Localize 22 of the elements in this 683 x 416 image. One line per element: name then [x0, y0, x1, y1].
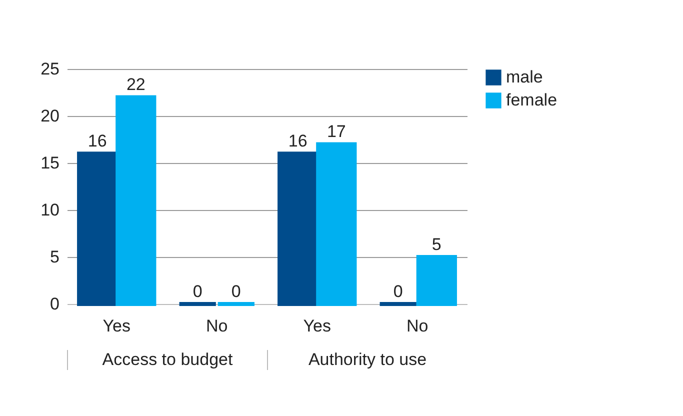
x-tick-label: No [406, 316, 428, 336]
data-label: 0 [231, 282, 241, 301]
legend-label: female [506, 90, 558, 110]
data-label: 0 [393, 282, 403, 301]
data-label: 22 [126, 75, 146, 94]
y-tick-label: 15 [40, 154, 60, 172]
data-label: 5 [432, 235, 442, 254]
legend-label: male [506, 68, 543, 86]
x-tick-label: Yes [102, 316, 130, 336]
y-tick-label: 5 [50, 248, 60, 266]
y-tick-label: 25 [40, 60, 60, 78]
y-tick-label: 20 [40, 106, 60, 126]
data-label: 17 [326, 122, 346, 142]
x-tick-label: Yes [303, 316, 331, 336]
data-label: 16 [88, 132, 107, 151]
x-tick-label: No [206, 316, 228, 336]
y-tick-label: 0 [50, 294, 60, 314]
data-label: 16 [288, 132, 308, 151]
y-tick-label: 10 [40, 200, 60, 220]
text: Authority to use [267, 350, 467, 370]
data-label: 0 [192, 282, 202, 301]
text: Access to budget [67, 350, 267, 370]
